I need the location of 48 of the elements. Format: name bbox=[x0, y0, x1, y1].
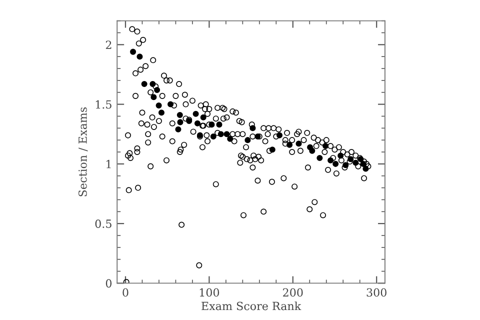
point bbox=[216, 122, 222, 128]
y-tick-label: 2 bbox=[106, 40, 112, 49]
x-tick-label: 300 bbox=[366, 288, 386, 297]
point bbox=[309, 148, 316, 154]
point bbox=[244, 137, 251, 144]
point bbox=[276, 132, 283, 138]
point bbox=[227, 136, 234, 142]
point bbox=[194, 120, 200, 126]
point bbox=[218, 131, 224, 138]
point bbox=[150, 80, 156, 88]
point bbox=[200, 114, 206, 120]
point bbox=[250, 125, 256, 132]
point bbox=[136, 54, 143, 60]
point bbox=[338, 152, 344, 159]
y-axis-title: Section / Exams bbox=[78, 107, 88, 196]
point bbox=[332, 160, 339, 167]
point bbox=[192, 110, 199, 117]
x-axis-title: Exam Score Rank bbox=[202, 302, 302, 310]
point bbox=[342, 162, 349, 168]
point bbox=[286, 142, 293, 148]
point bbox=[176, 112, 183, 118]
y-tick-label: 1 bbox=[106, 160, 111, 168]
point bbox=[177, 119, 184, 126]
y-tick-label: 1.5 bbox=[96, 100, 112, 109]
point bbox=[296, 140, 302, 147]
point bbox=[328, 157, 334, 164]
point bbox=[154, 86, 160, 93]
point bbox=[210, 133, 216, 140]
point bbox=[156, 102, 162, 108]
point bbox=[362, 166, 369, 172]
point bbox=[322, 143, 329, 150]
point bbox=[168, 101, 174, 108]
point bbox=[269, 146, 276, 153]
point bbox=[348, 156, 354, 162]
x-tick-label: 100 bbox=[200, 288, 220, 297]
point bbox=[141, 80, 148, 88]
point bbox=[208, 122, 215, 128]
x-tick-label: 0 bbox=[122, 288, 128, 297]
point bbox=[352, 160, 359, 166]
y-tick-label: 0.5 bbox=[95, 220, 112, 228]
y-tick-label: 0 bbox=[106, 279, 112, 288]
point bbox=[150, 94, 157, 100]
point bbox=[158, 110, 164, 116]
x-tick-label: 200 bbox=[283, 288, 303, 297]
point bbox=[224, 131, 230, 138]
point bbox=[316, 154, 323, 161]
point bbox=[130, 48, 136, 55]
point bbox=[175, 126, 182, 132]
